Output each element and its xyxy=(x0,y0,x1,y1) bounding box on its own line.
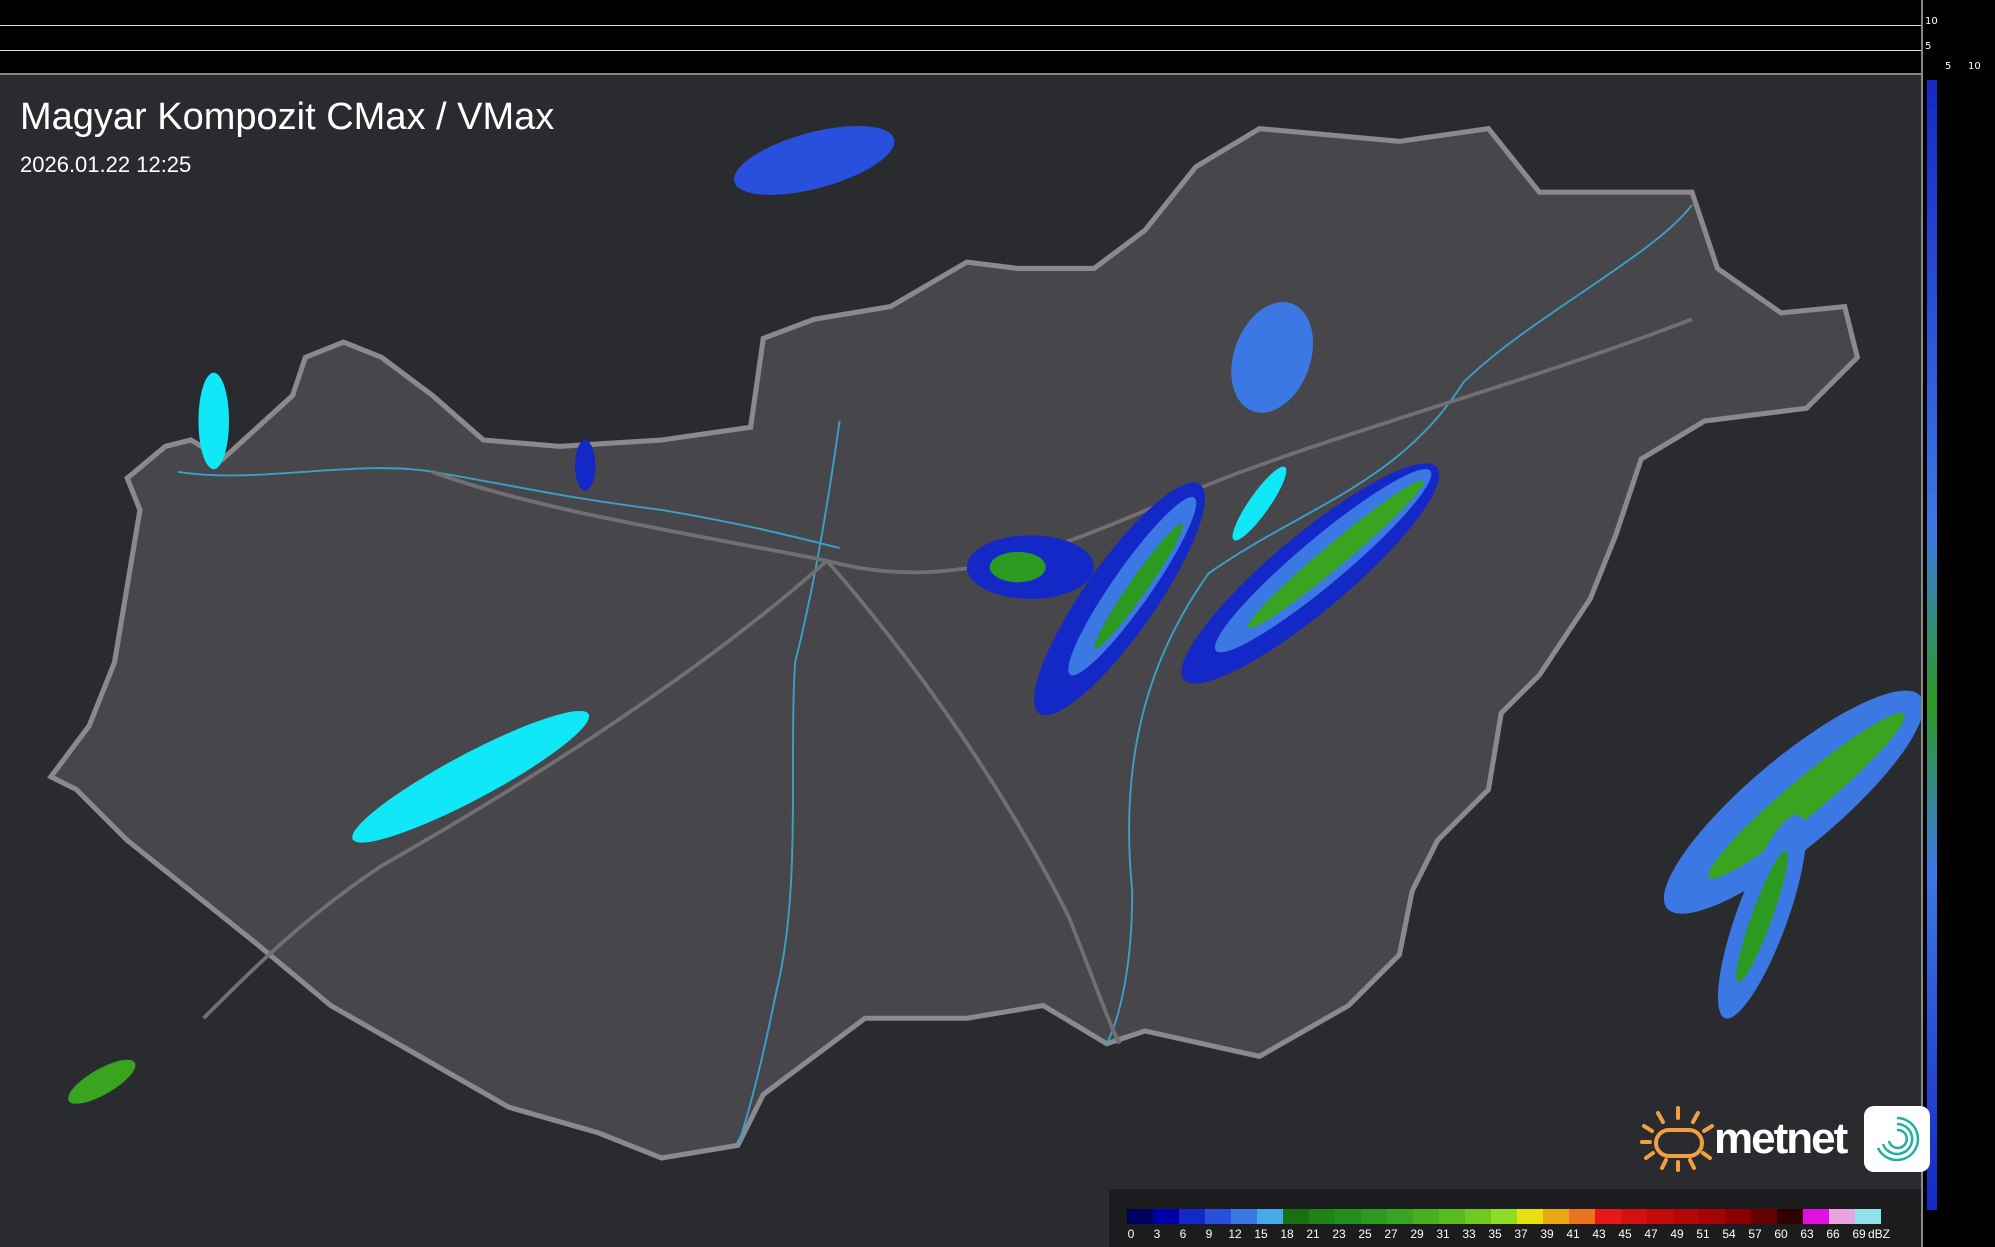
legend-swatch xyxy=(1777,1209,1803,1224)
legend-label: 31 xyxy=(1436,1227,1450,1241)
legend-label: 25 xyxy=(1358,1227,1372,1241)
legend-label: 27 xyxy=(1384,1227,1398,1241)
legend-swatch xyxy=(1179,1209,1205,1224)
legend-label: 66 xyxy=(1826,1227,1840,1241)
hungary-outline xyxy=(47,125,1861,1161)
brand-name: metnet xyxy=(1714,1114,1848,1163)
legend-swatch xyxy=(1309,1209,1335,1224)
legend-label: 49 xyxy=(1670,1227,1684,1241)
legend-swatch xyxy=(1387,1209,1413,1224)
legend-label: 23 xyxy=(1332,1227,1346,1241)
legend-swatch xyxy=(1153,1209,1179,1224)
legend-swatch xyxy=(1491,1209,1517,1224)
legend-color-bar xyxy=(1127,1209,1881,1224)
legend-label: 35 xyxy=(1488,1227,1502,1241)
legend-swatch xyxy=(1725,1209,1751,1224)
legend-swatch xyxy=(1751,1209,1777,1224)
legend-swatch xyxy=(1595,1209,1621,1224)
legend-label: 43 xyxy=(1592,1227,1606,1241)
radar-echoes xyxy=(68,125,1921,1104)
legend-swatch xyxy=(1413,1209,1439,1224)
legend-swatch xyxy=(1647,1209,1673,1224)
rivers xyxy=(177,204,1693,1146)
legend-label: 60 xyxy=(1774,1227,1788,1241)
legend-swatch xyxy=(1855,1209,1881,1224)
legend-label: 63 xyxy=(1800,1227,1814,1241)
legend-swatch xyxy=(1439,1209,1465,1224)
legend-label: 37 xyxy=(1514,1227,1528,1241)
legend-swatch xyxy=(1569,1209,1595,1224)
legend-label: 29 xyxy=(1410,1227,1424,1241)
legend-label: 45 xyxy=(1618,1227,1632,1241)
legend-label: 0 xyxy=(1127,1227,1135,1241)
legend-swatch xyxy=(1465,1209,1491,1224)
legend-swatch xyxy=(1361,1209,1387,1224)
legend-label: 9 xyxy=(1205,1227,1213,1241)
swirl-icon xyxy=(1864,1106,1931,1172)
metnet-logo: metnet xyxy=(1638,1104,1931,1174)
legend-swatch xyxy=(1517,1209,1543,1224)
map-title: Magyar Kompozit CMax / VMax xyxy=(20,96,555,138)
legend-swatch xyxy=(1127,1209,1153,1224)
legend-label: 18 xyxy=(1280,1227,1294,1241)
legend-unit: dBZ xyxy=(1867,1227,1891,1241)
legend-swatch xyxy=(1621,1209,1647,1224)
legend-label: 47 xyxy=(1644,1227,1658,1241)
tick-label: 10 xyxy=(1925,16,1938,27)
profile-strip-right: 10 5 5 10 xyxy=(1921,0,1995,1247)
radar-map xyxy=(0,74,1921,1247)
legend-label: 41 xyxy=(1566,1227,1580,1241)
legend-swatch xyxy=(1803,1209,1829,1224)
legend-label: 3 xyxy=(1153,1227,1161,1241)
legend-swatch xyxy=(1335,1209,1361,1224)
tick-label: 5 xyxy=(1945,61,1952,72)
legend-swatch xyxy=(1283,1209,1309,1224)
legend-swatch xyxy=(1257,1209,1283,1224)
legend-label: 21 xyxy=(1306,1227,1320,1241)
sun-icon xyxy=(1640,1106,1714,1172)
profile-strip-top xyxy=(0,0,1921,75)
profile-echo-column xyxy=(1927,80,1937,1210)
legend-label: 69 xyxy=(1852,1227,1866,1241)
legend-swatch xyxy=(1543,1209,1569,1224)
legend-label: 12 xyxy=(1228,1227,1242,1241)
tick-label: 5 xyxy=(1925,41,1932,52)
legend-swatch xyxy=(1231,1209,1257,1224)
legend-label: 39 xyxy=(1540,1227,1554,1241)
legend-label: 33 xyxy=(1462,1227,1476,1241)
legend-swatch xyxy=(1205,1209,1231,1224)
legend-label: 6 xyxy=(1179,1227,1187,1241)
map-timestamp: 2026.01.22 12:25 xyxy=(20,152,192,177)
legend-label: 15 xyxy=(1254,1227,1268,1241)
legend-swatch xyxy=(1829,1209,1855,1224)
dbz-color-legend: 0 3 6 9 12 15 18 21 23 25 27 29 31 33 35 37 39 41 43 45 47 49… xyxy=(1109,1189,1921,1247)
legend-swatch xyxy=(1673,1209,1699,1224)
legend-label: 54 xyxy=(1722,1227,1736,1241)
legend-label: 51 xyxy=(1696,1227,1710,1241)
legend-swatch xyxy=(1699,1209,1725,1224)
legend-label: 57 xyxy=(1748,1227,1762,1241)
tick-label: 10 xyxy=(1968,61,1981,72)
